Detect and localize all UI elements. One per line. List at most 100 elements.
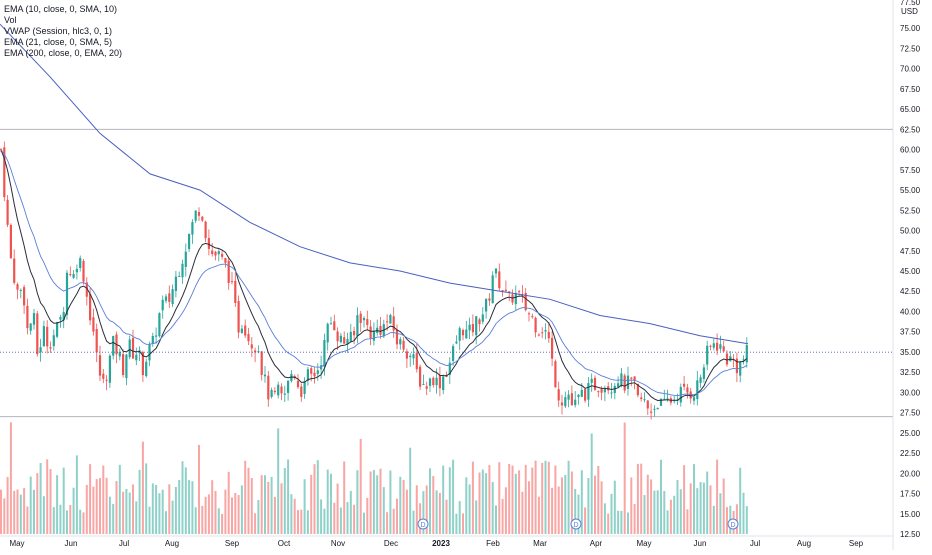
candle-body [683, 383, 686, 387]
volume-bar [174, 486, 177, 534]
candle-body [494, 268, 498, 274]
candle-body [742, 359, 745, 361]
volume-bar [372, 470, 375, 534]
volume-bar [6, 477, 9, 534]
candle-body [125, 354, 128, 379]
volume-bar [13, 490, 16, 534]
candle-body [148, 344, 151, 361]
candle-body [296, 380, 300, 388]
volume-bar [696, 488, 699, 534]
candle-body [650, 411, 653, 413]
candle-body [283, 393, 286, 395]
volume-bar [273, 496, 276, 534]
volume-bar [399, 476, 402, 534]
legend-ema200[interactable]: EMA (200, close, 0, EMA, 20) [4, 48, 123, 58]
price-tick-label: 15.00 [900, 510, 921, 519]
candle-body [689, 391, 692, 399]
volume-bar [108, 496, 111, 534]
volume-bar [412, 510, 415, 534]
candle-body [369, 326, 372, 339]
candle-body [603, 388, 606, 393]
volume-bar [498, 462, 501, 534]
candle-body [65, 272, 69, 316]
volume-bar [607, 513, 610, 534]
volume-bar [620, 510, 623, 534]
legend-ema10[interactable]: EMA (10, close, 0, SMA, 10) [4, 4, 118, 14]
currency-label: USD [901, 7, 918, 16]
volume-bar [706, 471, 709, 534]
candle-body [105, 379, 108, 381]
volume-bar [188, 480, 191, 534]
candle-body [98, 355, 102, 376]
price-tick-label: 52.50 [900, 206, 921, 215]
volume-bar [217, 508, 220, 534]
volume-bar [42, 496, 45, 534]
time-tick-label: Aug [165, 539, 179, 548]
volume-bar [419, 503, 422, 534]
volume-bar [537, 496, 540, 534]
candle-body [527, 313, 531, 315]
candle-body [471, 324, 474, 333]
candle-body [122, 354, 125, 376]
volume-bar [257, 500, 260, 534]
volume-bar [59, 504, 62, 534]
candle-body [151, 335, 154, 344]
volume-bar [26, 506, 29, 534]
time-tick-label: Sep [849, 539, 864, 548]
volume-bar [462, 513, 464, 534]
volume-bar [72, 487, 75, 534]
candle-body [32, 313, 36, 325]
volume-bar [16, 489, 19, 534]
volume-bar [171, 500, 174, 534]
volume-bar [504, 487, 507, 534]
volume-bar [610, 493, 613, 534]
volume-bar [161, 489, 164, 534]
dividend-marker-label: D [573, 522, 578, 529]
candle-body [326, 323, 329, 343]
volume-bar [227, 471, 230, 534]
candle-body [178, 276, 181, 278]
candle-body [280, 386, 283, 394]
time-tick-label: 2023 [432, 539, 450, 548]
candle-body [419, 366, 422, 387]
candle-body [303, 381, 306, 394]
candle-body [392, 316, 395, 331]
volume-bar [247, 467, 250, 534]
volume-bar [363, 512, 365, 534]
candle-body [227, 260, 230, 284]
candle-body [346, 339, 349, 345]
volume-bar [465, 477, 468, 534]
candle-body [362, 318, 366, 321]
candle-body [39, 347, 42, 353]
candle-body [405, 351, 408, 359]
time-tick-label: Sep [225, 539, 240, 548]
candle-body [643, 399, 646, 401]
candle-body [214, 251, 217, 256]
volume-bar [82, 512, 85, 534]
legend-vwap[interactable]: VWAP (Session, hlc3, 0, 1) [4, 26, 113, 36]
volume-bar [290, 494, 293, 534]
volume-bar [349, 490, 352, 534]
candle-body [62, 312, 65, 321]
candle-body [646, 400, 649, 409]
volume-bar [277, 428, 280, 534]
candle-body [725, 353, 729, 365]
volume-bar [544, 460, 547, 534]
legend-ema21[interactable]: EMA (21, close, 0, SMA, 5) [4, 37, 113, 47]
volume-bar [392, 508, 395, 534]
price-tick-label: 62.50 [900, 125, 921, 134]
volume-bar [165, 511, 167, 534]
volume-bar [666, 510, 669, 534]
candle-body [379, 325, 382, 335]
volume-bar [716, 459, 719, 534]
candle-body [16, 284, 19, 290]
candle-body [600, 389, 603, 393]
candle-body [155, 335, 158, 337]
candle-body [85, 282, 88, 297]
volume-bar [518, 470, 521, 534]
legend-volume[interactable]: Vol [4, 15, 17, 25]
dividend-marker-label: D [420, 522, 425, 529]
candle-body [541, 332, 544, 334]
